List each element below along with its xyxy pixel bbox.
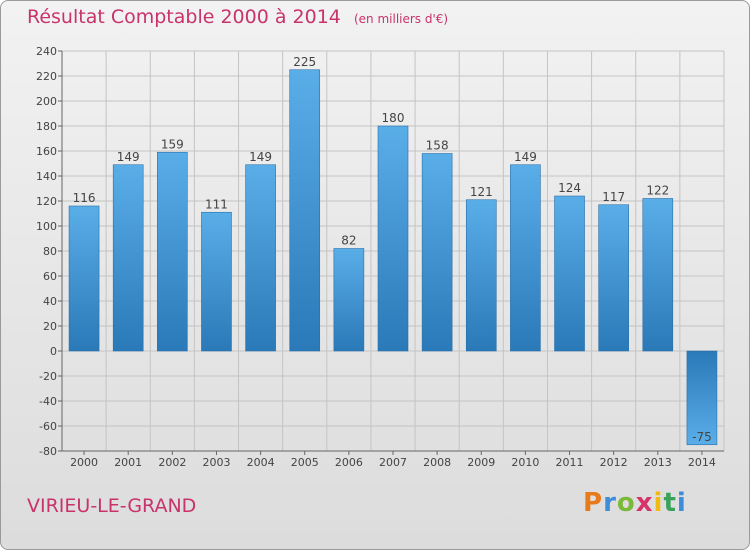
y-tick-label: 60 — [43, 270, 57, 283]
y-tick-label: 0 — [50, 345, 57, 358]
title-unit: (en milliers d'€) — [353, 12, 449, 26]
y-tick-label: -40 — [39, 395, 57, 408]
data-label: 121 — [470, 185, 493, 199]
x-tick-label: 2005 — [291, 456, 319, 469]
bar — [157, 151, 188, 352]
data-label: 159 — [161, 137, 184, 151]
data-label: 82 — [341, 234, 356, 248]
data-label: 149 — [514, 150, 537, 164]
y-tick-label: -20 — [39, 370, 57, 383]
y-tick-label: 40 — [43, 295, 57, 308]
y-tick-label: 140 — [36, 170, 57, 183]
commune-name: VIRIEU-LE-GRAND — [27, 495, 197, 517]
bar — [510, 164, 541, 352]
x-tick-label: 2002 — [158, 456, 186, 469]
x-tick-label: 2014 — [688, 456, 716, 469]
data-label: -75 — [692, 430, 712, 444]
y-tick-label: 220 — [36, 70, 57, 83]
y-tick-label: 80 — [43, 245, 57, 258]
bar — [377, 125, 409, 352]
title-main: Résultat Comptable 2000 à 2014 — [27, 6, 341, 28]
y-tick-label: -80 — [39, 445, 57, 458]
bar — [245, 164, 276, 352]
bar — [289, 69, 321, 352]
x-tick-label: 2004 — [247, 456, 275, 469]
bar — [642, 198, 674, 352]
bar — [201, 211, 232, 352]
data-label: 158 — [426, 139, 449, 153]
x-tick-label: 2007 — [379, 456, 407, 469]
y-tick-label: 160 — [36, 145, 57, 158]
y-tick-label: 100 — [36, 220, 57, 233]
y-tick-label: 200 — [36, 95, 57, 108]
bar — [554, 195, 585, 352]
y-tick-label: 20 — [43, 320, 57, 333]
bar — [421, 153, 453, 352]
bar — [465, 199, 497, 352]
data-label: 122 — [646, 184, 669, 198]
y-tick-label: 240 — [36, 45, 57, 58]
y-tick-label: 180 — [36, 120, 57, 133]
x-tick-label: 2013 — [644, 456, 672, 469]
data-label: 225 — [293, 55, 316, 69]
x-tick-label: 2006 — [335, 456, 363, 469]
x-tick-label: 2000 — [70, 456, 98, 469]
bar — [686, 350, 718, 446]
data-label: 111 — [205, 197, 228, 211]
x-tick-label: 2003 — [202, 456, 230, 469]
x-tick-label: 2001 — [114, 456, 142, 469]
proxiti-logo[interactable]: Proxiti — [583, 488, 687, 518]
y-tick-label: -60 — [39, 420, 57, 433]
data-label: 149 — [117, 150, 140, 164]
x-tick-label: 2012 — [600, 456, 628, 469]
y-tick-label: 120 — [36, 195, 57, 208]
chart-title: Résultat Comptable 2000 à 2014 (en milli… — [27, 6, 448, 28]
bar — [333, 248, 365, 352]
x-tick-label: 2009 — [467, 456, 495, 469]
data-label: 124 — [558, 181, 581, 195]
bar — [112, 164, 144, 352]
x-tick-label: 2011 — [556, 456, 584, 469]
x-tick-label: 2010 — [511, 456, 539, 469]
x-tick-label: 2008 — [423, 456, 451, 469]
bar — [598, 204, 629, 352]
data-label: 116 — [73, 191, 96, 205]
data-label: 149 — [249, 150, 272, 164]
bar — [68, 205, 100, 352]
data-label: 117 — [602, 190, 625, 204]
data-label: 180 — [382, 111, 405, 125]
